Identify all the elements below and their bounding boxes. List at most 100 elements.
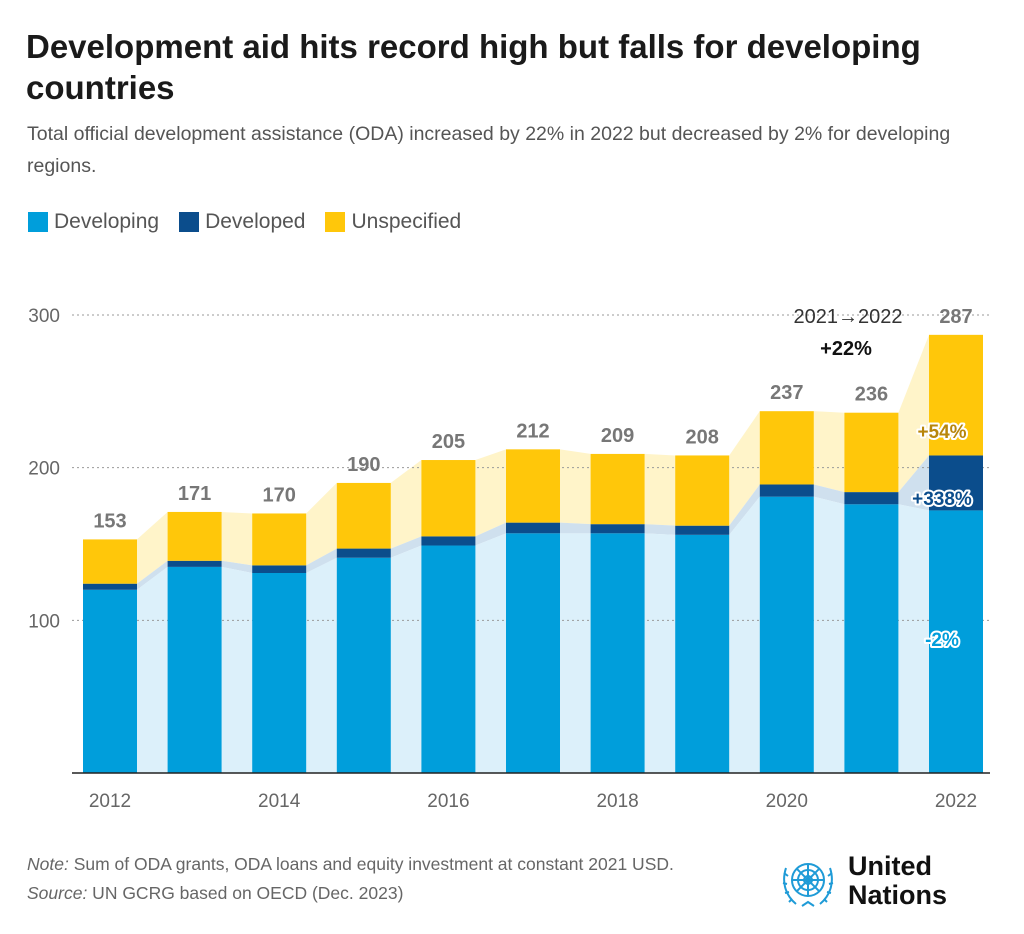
band-developed-2018 (644, 524, 676, 535)
source-text: UN GCRG based on OECD (Dec. 2023) (87, 883, 404, 903)
bar-developed-2012 (83, 583, 137, 590)
band-developing-2021 (898, 504, 929, 773)
footer-note: Note: Sum of ODA grants, ODA loans and e… (27, 850, 674, 879)
band-unspecified-2018 (644, 453, 676, 526)
total-label-2013: 171 (178, 483, 211, 505)
bar-unspecified-2021 (844, 412, 899, 493)
annotation-developed-change-halo: +338% (912, 489, 972, 510)
bar-developing-2012 (83, 589, 137, 773)
un-emblem-icon (782, 863, 834, 907)
bar-developing-2017 (506, 533, 560, 773)
band-developed-2016 (475, 522, 506, 546)
total-label-2020: 237 (770, 382, 803, 404)
band-developed-2015 (390, 536, 422, 558)
bar-unspecified-2013 (167, 511, 222, 561)
total-label-2012: 153 (93, 510, 126, 532)
bar-developed-2016 (421, 536, 476, 546)
band-developing-2016 (475, 533, 506, 773)
legend-item-developed: Developed (179, 210, 305, 234)
footer: Note: Sum of ODA grants, ODA loans and e… (27, 850, 674, 908)
annotation-unspecified-change: +54% (917, 422, 966, 443)
bar-unspecified-2016 (421, 460, 476, 537)
bar-unspecified-2019 (675, 455, 730, 526)
legend-swatch-developed (179, 212, 200, 232)
bar-developing-2020 (759, 496, 814, 773)
bar-developed-2019 (675, 525, 730, 535)
x-tick-label-2014: 2014 (258, 791, 301, 812)
x-tick-label-2022: 2022 (935, 791, 977, 812)
un-wordmark-line2: Nations (848, 880, 948, 910)
stacked-bar-chart: 100 200 300 153 2012 171 170 2014 190 205 2016 212 2… (28, 306, 990, 812)
bar-unspecified-2014 (252, 513, 307, 566)
band-developed-2020 (813, 484, 845, 505)
band-developing-2012 (137, 566, 168, 773)
legend-item-unspecified: Unspecified (325, 210, 461, 234)
un-logo: United Nations (776, 850, 996, 914)
x-tick-label-2012: 2012 (89, 791, 131, 812)
bar-developing-2014 (252, 573, 307, 773)
bar-developed-2015 (336, 548, 391, 558)
un-wordmark-line1: United (848, 851, 932, 881)
band-developed-2019 (729, 484, 760, 535)
total-label-2018: 209 (601, 425, 634, 447)
band-developing-2014 (306, 557, 337, 773)
total-label-2021: 236 (855, 384, 888, 406)
un-wordmark: United Nations (848, 852, 947, 910)
footer-source: Source: UN GCRG based on OECD (Dec. 2023… (27, 879, 674, 908)
total-label-2016: 205 (432, 431, 465, 453)
band-developing-2013 (221, 566, 253, 773)
legend-label-developing: Developing (54, 210, 160, 233)
legend: Developing Developed Unspecified (28, 210, 481, 234)
annotation-developed-change: +338% (912, 489, 972, 510)
annotation-developing-change-halo: -2% (925, 630, 959, 651)
bar-developing-2019 (675, 534, 730, 773)
annotation-unspecified-change-halo: +54% (917, 422, 966, 443)
note-label: Note: (27, 854, 69, 874)
band-unspecified-2019 (729, 411, 760, 526)
band-developing-2019 (729, 496, 760, 773)
band-unspecified-2014 (306, 482, 337, 566)
band-developing-2015 (390, 545, 422, 773)
y-tick-label-300: 300 (28, 306, 60, 327)
note-text: Sum of ODA grants, ODA loans and equity … (68, 854, 674, 874)
bar-developing-2021 (844, 504, 899, 773)
total-label-2015: 190 (347, 454, 380, 476)
bar-developing-2015 (336, 557, 391, 773)
band-developed-2017 (560, 522, 591, 534)
annotation-change-period: 2021→2022 (794, 306, 903, 328)
band-unspecified-2020 (813, 411, 845, 493)
total-label-2017: 212 (516, 420, 549, 442)
total-label-2019: 208 (686, 426, 719, 448)
band-unspecified-2017 (560, 449, 591, 525)
source-label: Source: (27, 883, 88, 903)
bar-unspecified-2015 (336, 482, 391, 549)
chart-subtitle: Total official development assistance (O… (27, 123, 951, 177)
x-tick-label-2016: 2016 (427, 791, 469, 812)
x-tick-label-2018: 2018 (596, 791, 638, 812)
bar-developed-2022 (929, 455, 983, 511)
bar-unspecified-2020 (759, 411, 814, 485)
legend-label-developed: Developed (205, 210, 306, 233)
bar-unspecified-2012 (83, 539, 137, 584)
legend-label-unspecified: Unspecified (351, 210, 462, 233)
bar-developed-2014 (252, 565, 307, 574)
band-unspecified-2016 (475, 449, 506, 537)
band-developed-2021 (898, 455, 929, 511)
legend-item-developing: Developing (28, 210, 159, 234)
bar-developing-2022 (929, 510, 983, 773)
band-unspecified-2021 (898, 334, 929, 493)
x-tick-label-2020: 2020 (766, 791, 808, 812)
bar-developed-2013 (167, 560, 222, 567)
bar-developing-2018 (590, 533, 645, 773)
bar-unspecified-2017 (506, 449, 560, 523)
total-label-2022: 287 (939, 306, 972, 328)
bar-developing-2016 (421, 545, 476, 773)
bar-developed-2018 (590, 524, 645, 534)
chart-title: Development aid hits record high but fal… (26, 28, 921, 106)
bar-unspecified-2022 (929, 334, 983, 456)
bar-unspecified-2018 (590, 453, 645, 525)
band-developing-2018 (644, 533, 676, 773)
y-tick-label-200: 200 (28, 459, 60, 480)
band-developing-2017 (560, 533, 591, 773)
legend-swatch-unspecified (325, 212, 346, 232)
